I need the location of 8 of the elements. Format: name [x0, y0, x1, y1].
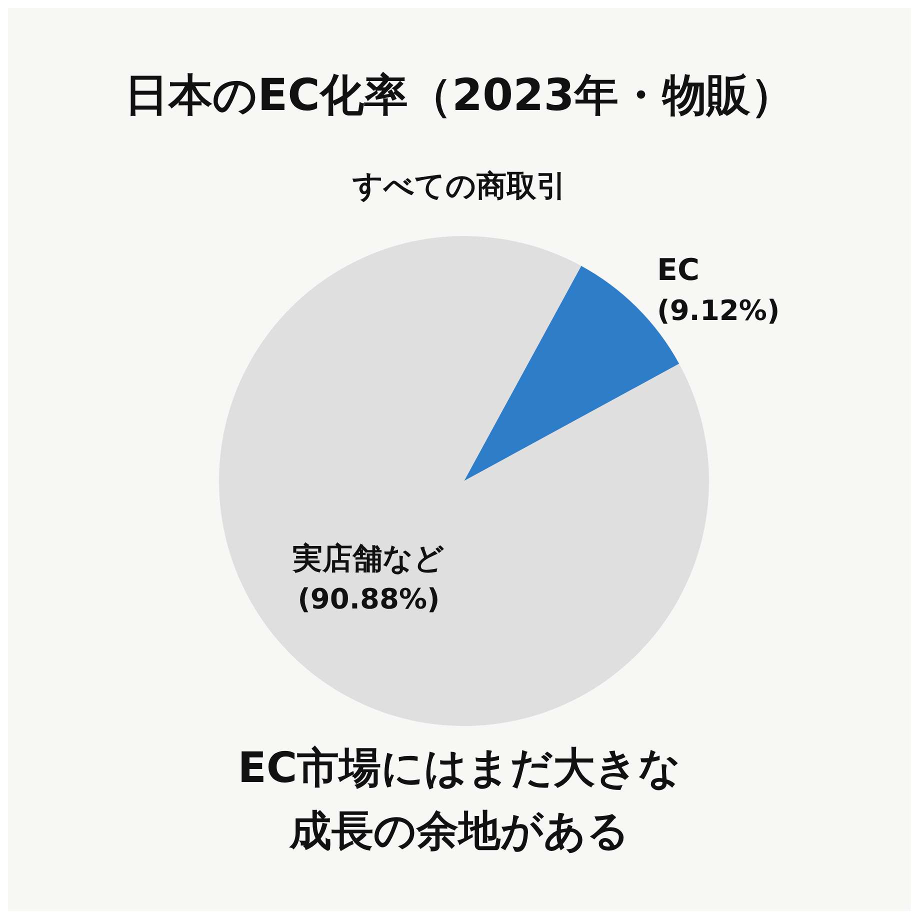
text: EC市場にはまだ大きな	[236, 743, 682, 794]
slice-label: EC	[657, 252, 700, 288]
chart-title: 日本のEC化率（2023年・物販）	[124, 69, 796, 123]
data-label: (9.12%)	[657, 294, 780, 327]
data-label: (90.88%)	[298, 582, 440, 616]
slice-label: 実店舗など	[292, 541, 445, 576]
chart-subtitle: すべての商取引	[352, 168, 568, 206]
text: 成長の余地がある	[288, 806, 630, 856]
